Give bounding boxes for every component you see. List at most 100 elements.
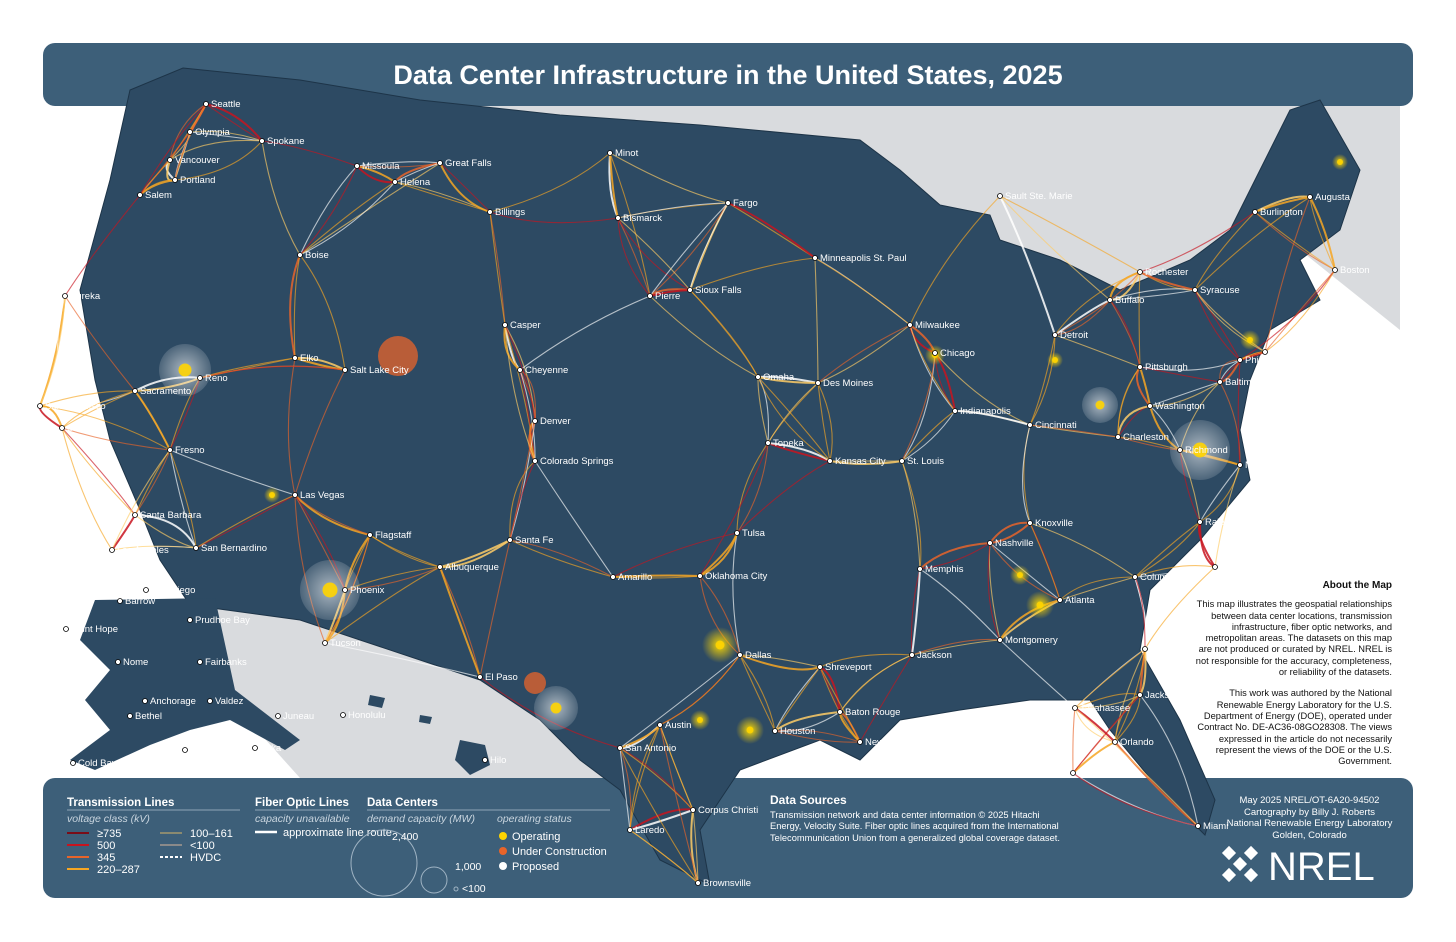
city-dot [772,728,778,734]
city-label: Knoxville [1035,518,1073,529]
city-label: Los Angeles [117,545,169,556]
legend-item: Operating [512,831,560,843]
city-dot [1142,646,1148,652]
city-label: Wilmington [1220,562,1267,573]
city-dot [1052,332,1058,338]
route [1074,707,1199,827]
city-dot [37,403,43,409]
city-label: Oklahoma City [705,571,768,582]
city-label: Austin [665,720,691,731]
route [1264,269,1336,353]
route [169,449,296,496]
legend-subtitle: capacity unavailable [255,813,350,825]
route [612,532,738,578]
route [629,724,661,831]
city-dot [987,540,993,546]
city-label: Santa Fe [515,535,554,546]
city-label: Shreveport [825,662,872,673]
legend: Transmission Lines voltage class (kV) Fi… [67,797,1375,897]
route [111,514,136,551]
route [1149,381,1221,407]
city-label: Kodiak [190,745,219,756]
route [817,382,833,462]
city-label: Jacksonville [1145,690,1196,701]
city-dot [132,388,138,394]
route [1139,366,1151,407]
route [617,202,729,219]
route [911,638,1001,656]
route [134,514,197,549]
city-dot [437,564,443,570]
credit: National Renewable Energy Laboratory [1226,818,1393,829]
city-dot [1027,422,1033,428]
route [1134,564,1216,578]
city-label: Salem [145,190,172,201]
data-center [1095,400,1105,410]
city-dot [1147,403,1153,409]
city-label: Eureka [70,291,101,302]
route [757,375,819,384]
route [1144,566,1216,650]
city-label: Bismarck [623,213,662,224]
city-dot [259,138,265,144]
size-label: 1,000 [455,861,481,873]
city-label: Augusta [1315,192,1351,203]
route [64,194,141,297]
route [1254,211,1336,271]
city-label: Burlington [1260,207,1303,218]
city-dot [1237,357,1243,363]
legend-item: 100–161 [190,828,233,840]
route [757,376,769,444]
route [629,829,699,884]
route [394,162,441,183]
city-label: Milwaukee [915,320,960,331]
city-dot [765,440,771,446]
city-dot [817,664,823,670]
legend-item: 345 [97,852,115,864]
route [1114,648,1146,743]
city-label: Chicago [940,348,975,359]
title: Data Center Infrastructure in the United… [393,60,1062,90]
city-label: Indianapolis [960,406,1011,417]
city-label: Fargo [733,198,758,209]
route [1219,381,1241,466]
city-label: Minot [615,148,639,159]
city-dot [275,713,281,719]
city-dot [1307,194,1313,200]
route [289,254,301,359]
route [134,514,197,549]
route [911,639,1001,656]
route [1054,271,1141,336]
sources-text: Transmission network and data center inf… [770,809,1060,843]
city-dot [615,215,621,221]
city-label: Memphis [925,564,964,575]
route [1198,521,1216,568]
route [261,140,301,256]
city-dot [1212,564,1218,570]
route [617,217,651,297]
city-dot [193,545,199,551]
city-label: Boston [1340,265,1370,276]
route [901,460,921,570]
about: About the Map This map illustrates the g… [1190,580,1392,777]
route [1072,694,1141,774]
city-dot [1070,770,1076,776]
route [324,642,481,678]
data-centers [159,154,1348,744]
city-dot [292,355,298,361]
data-center [697,717,703,723]
city-label: San Francisco [45,401,106,412]
data-center [550,702,562,714]
route [919,568,1001,641]
route [1114,694,1141,743]
route [479,539,511,678]
data-center [178,363,192,377]
route [1072,707,1076,774]
route [989,542,1061,601]
route [859,654,913,743]
route [534,460,614,578]
route [736,442,769,534]
city-label: Nome [123,657,148,668]
city-label: Valdez [215,696,244,707]
city-label: Sault Ste. Marie [1005,191,1073,202]
